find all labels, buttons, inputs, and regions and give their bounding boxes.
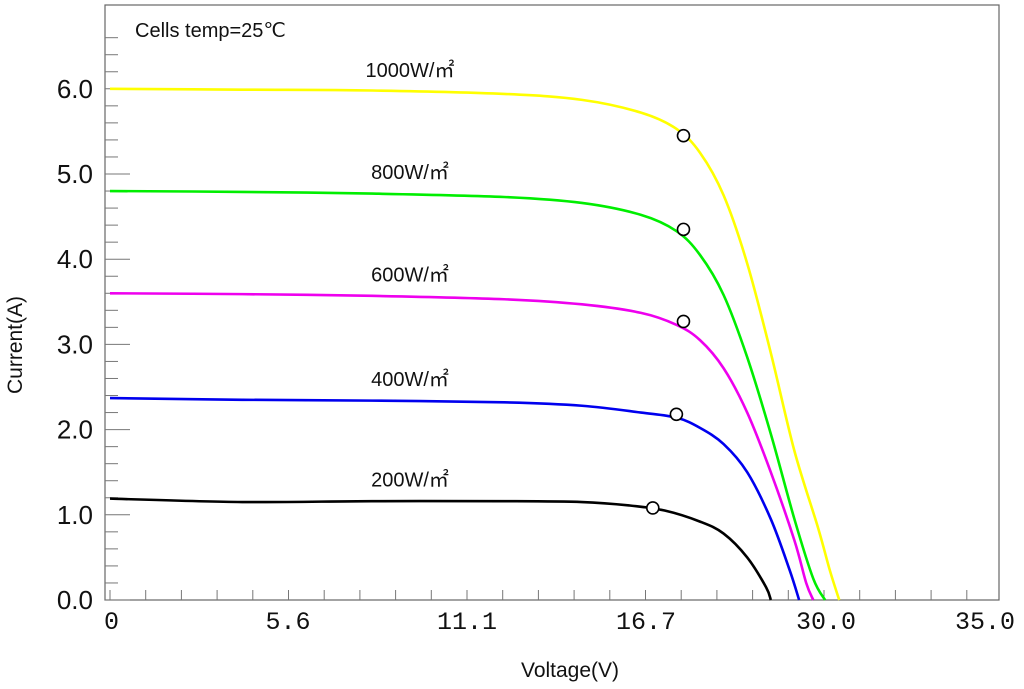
y-tick-label: 5.0 <box>57 159 93 189</box>
max-power-point-marker <box>669 407 684 422</box>
series-label: 400W/㎡ <box>371 367 449 391</box>
max-power-point-marker <box>645 501 660 515</box>
y-axis-label: Current(A) <box>4 296 27 394</box>
series-line <box>109 87 841 601</box>
max-power-point-marker <box>676 314 691 329</box>
chart-annotation: Cells temp=25℃ <box>135 20 286 42</box>
max-power-point-marker <box>676 128 691 143</box>
series-line <box>109 189 827 601</box>
y-tick-label: 0.0 <box>57 585 93 615</box>
series-labels: 1000W/㎡ 800W/㎡ 600W/㎡ 400W/㎡ 200W/㎡ <box>366 58 455 492</box>
x-tick-label: 11.1 <box>437 608 497 637</box>
y-tick-label: 1.0 <box>57 500 93 530</box>
series-lines <box>109 87 841 601</box>
x-axis-ticks <box>109 590 968 600</box>
x-tick-label: 30.0 <box>796 608 856 637</box>
y-axis-tick-labels: 0.0 1.0 2.0 3.0 4.0 5.0 6.0 <box>57 74 93 615</box>
x-axis-label: Voltage(V) <box>521 659 619 682</box>
x-tick-label: 35.0 <box>955 608 1015 637</box>
y-tick-label: 6.0 <box>57 74 93 104</box>
x-tick-label: 16.7 <box>616 608 676 637</box>
max-power-point-marker <box>676 222 691 237</box>
x-tick-label: 0 <box>104 608 119 637</box>
y-tick-label: 3.0 <box>57 329 93 359</box>
x-axis-tick-labels: 0 5.6 11.1 16.7 30.0 35.0 <box>104 608 1015 637</box>
series-label: 200W/㎡ <box>371 468 449 492</box>
series-line <box>109 291 815 601</box>
y-axis-ticks <box>105 37 130 601</box>
y-tick-label: 4.0 <box>57 244 93 274</box>
series-label: 1000W/㎡ <box>366 58 455 82</box>
series-label: 600W/㎡ <box>371 262 449 286</box>
plot-frame <box>104 4 1000 601</box>
y-tick-label: 2.0 <box>57 415 93 445</box>
series-line <box>109 497 773 601</box>
x-tick-label: 5.6 <box>265 608 310 637</box>
max-power-point-markers <box>645 128 691 515</box>
series-label: 800W/㎡ <box>371 160 449 184</box>
series-line <box>109 396 801 601</box>
